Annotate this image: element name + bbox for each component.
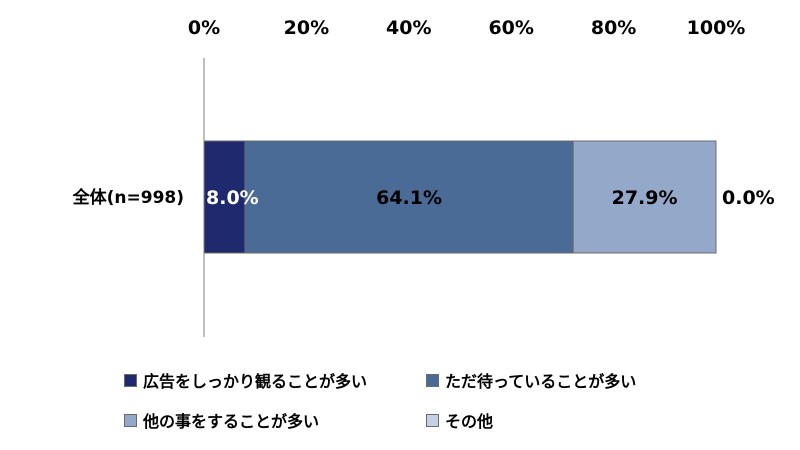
data-label: 27.9% <box>612 187 678 209</box>
x-tick-label: 0% <box>188 17 220 39</box>
legend-item-4: その他 <box>426 408 626 432</box>
x-axis-ticks: 0% 20% 40% 60% 80% 100% <box>188 17 745 39</box>
data-label: 0.0% <box>722 187 775 209</box>
category-labels: 全体(n=998) <box>72 187 184 208</box>
legend-item-2: ただ待っていることが多い <box>426 368 726 392</box>
bar-segment <box>244 140 574 254</box>
legend: 広告をしっかり観ることが多い ただ待っていることが多い 他の事をすることが多い … <box>124 368 744 432</box>
legend-label-4: その他 <box>445 412 494 431</box>
x-tick-label: 40% <box>386 17 431 39</box>
data-labels: 8.0% 64.1% 27.9% 0.0% <box>206 187 775 209</box>
bar-series <box>203 140 717 254</box>
legend-item-1: 広告をしっかり観ることが多い <box>124 368 426 392</box>
legend-label-3: 他の事をすることが多い <box>143 412 320 431</box>
data-label: 8.0% <box>206 187 259 209</box>
legend-swatch-2 <box>426 373 439 387</box>
data-label: 64.1% <box>376 187 442 209</box>
legend-swatch-4 <box>426 413 439 427</box>
x-tick-label: 60% <box>488 17 533 39</box>
category-label: 全体(n=998) <box>72 187 184 208</box>
x-tick-label: 80% <box>591 17 636 39</box>
x-tick-label: 20% <box>284 17 329 39</box>
legend-label-2: ただ待っていることが多い <box>445 372 637 391</box>
legend-swatch-3 <box>124 413 137 427</box>
legend-item-3: 他の事をすることが多い <box>124 408 426 432</box>
legend-label-1: 広告をしっかり観ることが多い <box>143 372 368 391</box>
legend-swatch-1 <box>124 373 137 387</box>
x-tick-label: 100% <box>687 17 746 39</box>
bar-segment <box>572 140 717 254</box>
